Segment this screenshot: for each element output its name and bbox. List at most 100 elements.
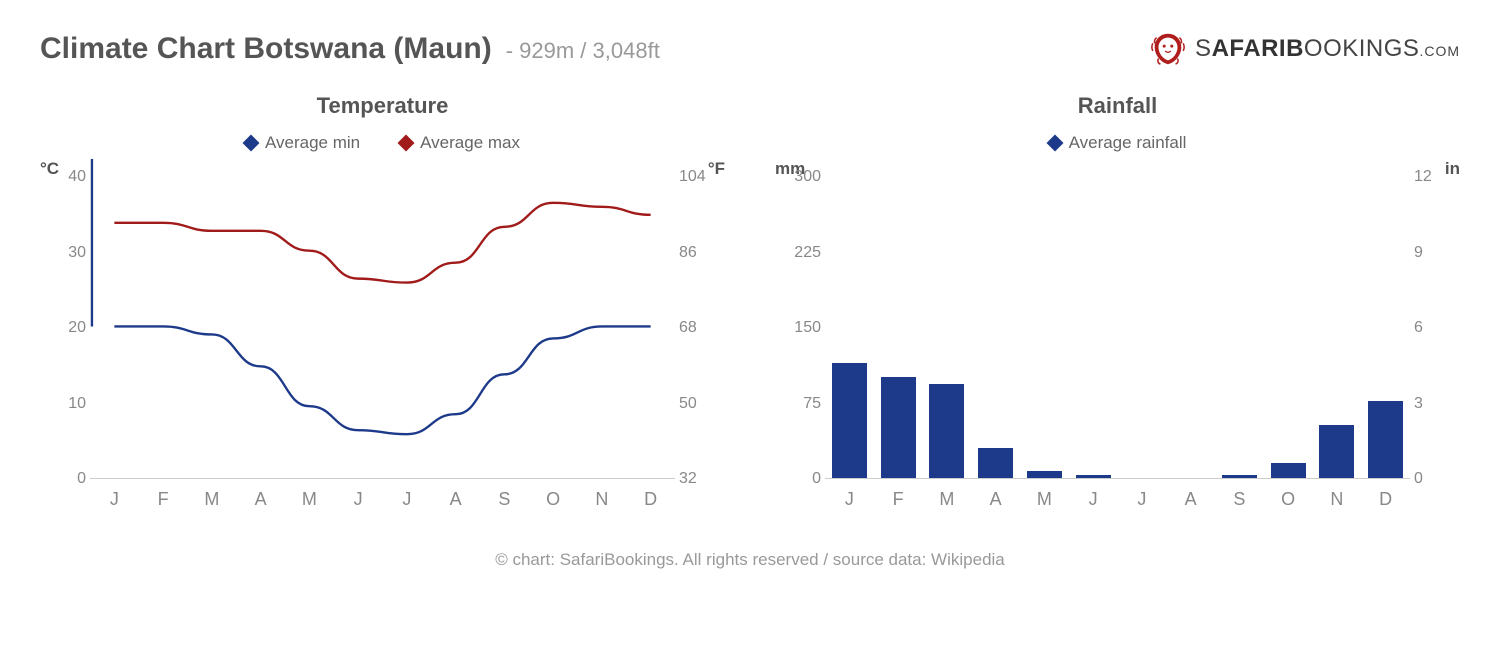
rainfall-chart-title: Rainfall [775,93,1460,119]
y-tick: 3 [1414,395,1458,413]
legend-label: Average rainfall [1069,133,1187,153]
diamond-icon [398,135,415,152]
lion-icon [1149,30,1187,68]
x-tick: F [139,489,188,510]
y-tick: 32 [679,470,723,488]
y-ticks-left: 075150225300 [781,159,821,479]
charts-row: Temperature Average min Average max °C 0… [40,93,1460,510]
x-tick: N [1313,489,1362,510]
y-tick: 75 [781,395,821,413]
bar-slot [1361,159,1410,478]
x-tick: D [1361,489,1410,510]
y-tick: 104 [679,168,723,186]
logo-text: SAFARIBOOKINGS.COM [1195,35,1460,63]
x-tick: J [825,489,874,510]
footer-credit: © chart: SafariBookings. All rights rese… [40,550,1460,570]
diamond-icon [1046,135,1063,152]
header: Climate Chart Botswana (Maun) - 929m / 3… [40,30,1460,68]
bar-slot [971,159,1020,478]
y-ticks-left: 010203040 [46,159,86,479]
x-tick: A [431,489,480,510]
rainfall-bar [832,363,867,478]
x-tick: J [383,489,432,510]
bar-slot [1313,159,1362,478]
x-tick: J [1118,489,1167,510]
x-tick: A [1166,489,1215,510]
rainfall-bar [1027,471,1062,478]
x-tick: S [480,489,529,510]
rainfall-bar [1368,401,1403,478]
brand-logo: SAFARIBOOKINGS.COM [1149,30,1460,68]
rainfall-bar [1271,463,1306,478]
legend-label: Average max [420,133,520,153]
x-tick: O [529,489,578,510]
rainfall-bar [978,448,1013,478]
bar-slot [874,159,923,478]
bar-slot [1264,159,1313,478]
y-tick: 6 [1414,319,1458,337]
x-tick: M [923,489,972,510]
temperature-plot: 010203040 32506886104 [90,159,675,479]
y-tick: 300 [781,168,821,186]
x-tick: M [285,489,334,510]
y-tick: 0 [46,470,86,488]
temperature-chart-title: Temperature [40,93,725,119]
temperature-legend: Average min Average max [40,133,725,153]
y-ticks-right: 036912 [1414,159,1458,479]
page-subtitle: - 929m / 3,048ft [506,38,660,64]
rainfall-bar [1319,425,1354,478]
y-tick: 68 [679,319,723,337]
y-tick: 225 [781,244,821,262]
bar-slot [1215,159,1264,478]
diamond-icon [243,135,260,152]
y-tick: 0 [1414,470,1458,488]
y-tick: 20 [46,319,86,337]
x-tick: M [188,489,237,510]
temperature-lines [90,159,675,478]
rainfall-legend: Average rainfall [775,133,1460,153]
x-tick: J [334,489,383,510]
x-tick: D [626,489,675,510]
temperature-axis-row: °C 010203040 32506886104 JFMAMJJASOND °F [40,159,725,510]
bar-slot [1020,159,1069,478]
x-tick: J [90,489,139,510]
y-tick: 12 [1414,168,1458,186]
x-tick: N [578,489,627,510]
x-tick: M [1020,489,1069,510]
bar-slot [1166,159,1215,478]
x-ticks: JFMAMJJASOND [825,489,1410,510]
legend-item-max: Average max [400,133,520,153]
bar-slot [1118,159,1167,478]
bar-slot [825,159,874,478]
x-tick: A [971,489,1020,510]
rainfall-bar [1076,475,1111,478]
y-tick: 10 [46,395,86,413]
bar-slot [1069,159,1118,478]
legend-item-rain: Average rainfall [1049,133,1187,153]
rainfall-axis-row: mm 075150225300 036912 JFMAMJJASOND in [775,159,1460,510]
y-tick: 86 [679,244,723,262]
temperature-chart: Temperature Average min Average max °C 0… [40,93,725,510]
y-tick: 50 [679,395,723,413]
x-tick: O [1264,489,1313,510]
y-tick: 0 [781,470,821,488]
x-tick: F [874,489,923,510]
title-block: Climate Chart Botswana (Maun) - 929m / 3… [40,32,660,66]
y-tick: 40 [46,168,86,186]
x-ticks: JFMAMJJASOND [90,489,675,510]
rainfall-chart: Rainfall Average rainfall mm 07515022530… [775,93,1460,510]
legend-label: Average min [265,133,360,153]
bar-slot [923,159,972,478]
y-tick: 30 [46,244,86,262]
x-tick: S [1215,489,1264,510]
rainfall-plot: 075150225300 036912 [825,159,1410,479]
y-tick: 150 [781,319,821,337]
rainfall-bar [929,384,964,478]
y-ticks-right: 32506886104 [679,159,723,479]
rainfall-bars [825,159,1410,478]
y-tick: 9 [1414,244,1458,262]
x-tick: J [1069,489,1118,510]
page-title: Climate Chart Botswana (Maun) [40,32,492,66]
rainfall-bar [1222,475,1257,478]
legend-item-min: Average min [245,133,360,153]
